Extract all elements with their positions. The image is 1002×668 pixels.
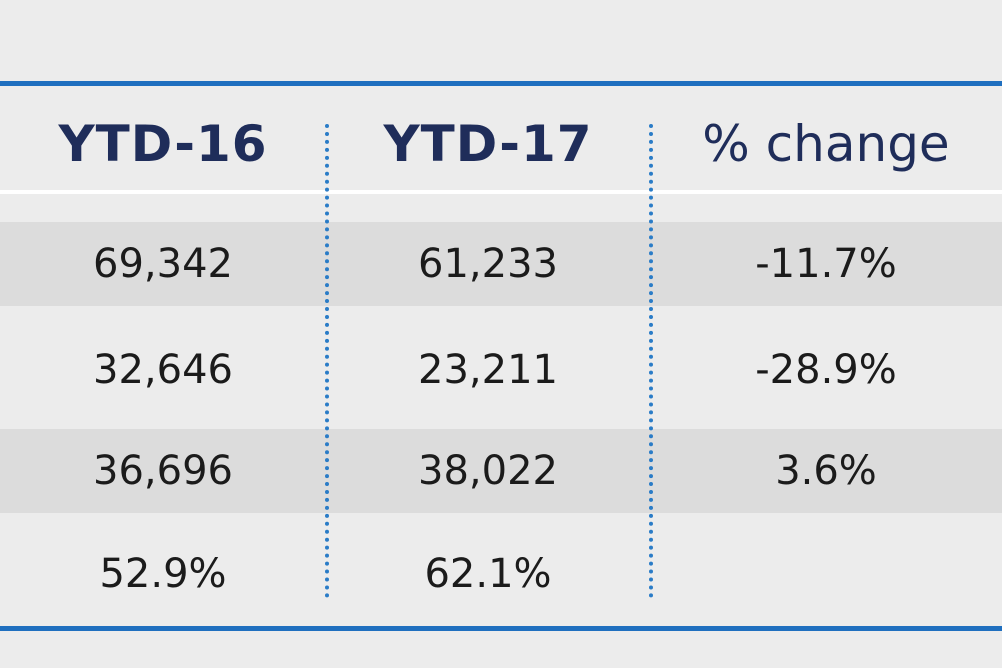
cell-ytd-16: 69,342 bbox=[93, 241, 233, 287]
cell-ytd-16: 32,646 bbox=[93, 347, 233, 393]
table-row: 52.9% 62.1% bbox=[0, 532, 1002, 616]
header-ytd-17: YTD-17 bbox=[383, 115, 593, 173]
cell-ytd-17: 62.1% bbox=[424, 551, 552, 597]
table-header: YTD-16 YTD-17 % change bbox=[0, 100, 1002, 188]
header-separator bbox=[0, 190, 1002, 194]
column-divider bbox=[325, 124, 329, 598]
column-divider bbox=[649, 124, 653, 598]
cell-ytd-17: 38,022 bbox=[418, 448, 558, 494]
cell-ytd-16: 52.9% bbox=[99, 551, 227, 597]
cell-ytd-16: 36,696 bbox=[93, 448, 233, 494]
table-row: 32,646 23,211 -28.9% bbox=[0, 328, 1002, 412]
cell-ytd-17: 61,233 bbox=[418, 241, 558, 287]
cell-percent-change: -11.7% bbox=[755, 241, 897, 287]
table-row: 69,342 61,233 -11.7% bbox=[0, 222, 1002, 306]
bottom-rule bbox=[0, 626, 1002, 631]
table-row: 36,696 38,022 3.6% bbox=[0, 429, 1002, 513]
cell-percent-change bbox=[650, 532, 1002, 616]
header-ytd-16: YTD-16 bbox=[58, 115, 268, 173]
header-percent-change: % change bbox=[702, 115, 950, 173]
top-rule bbox=[0, 81, 1002, 86]
cell-percent-change: -28.9% bbox=[755, 347, 897, 393]
cell-ytd-17: 23,211 bbox=[418, 347, 558, 393]
cell-percent-change: 3.6% bbox=[775, 448, 877, 494]
